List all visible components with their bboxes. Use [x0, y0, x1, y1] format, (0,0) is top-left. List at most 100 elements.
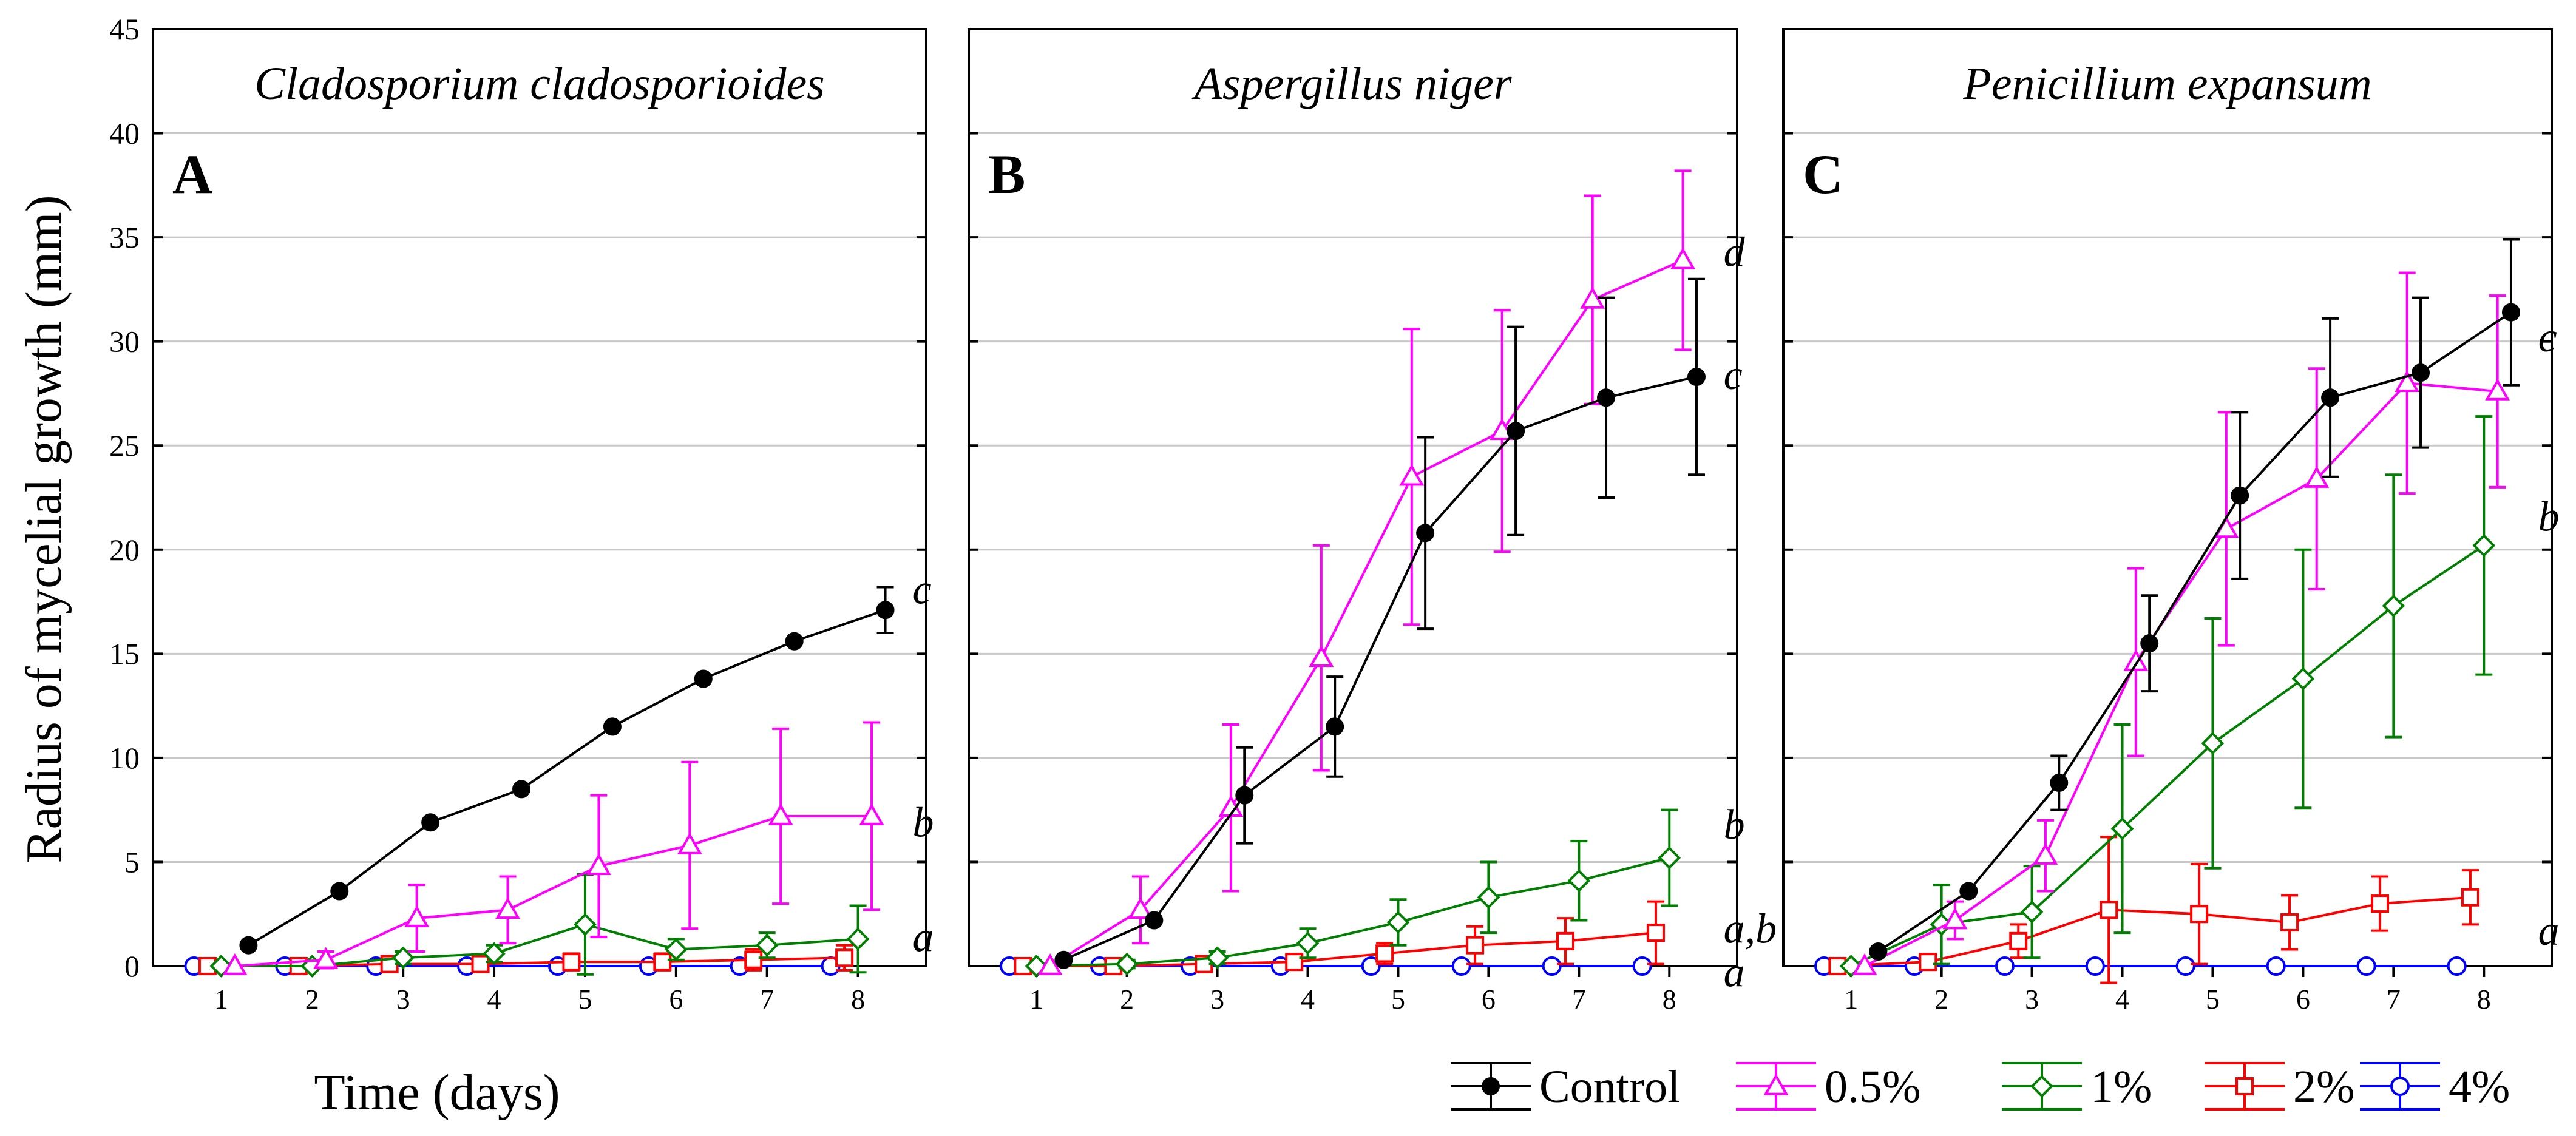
series-line	[1864, 382, 2498, 967]
data-point	[1646, 924, 1665, 942]
data-point	[1658, 846, 1681, 870]
y-tick-label: 10	[109, 741, 140, 775]
data-point	[2382, 594, 2405, 618]
data-point	[586, 853, 611, 876]
data-point	[2231, 486, 2249, 505]
data-point	[1507, 422, 1525, 441]
data-point	[2291, 667, 2315, 691]
legend-item: 1%	[2002, 1061, 2152, 1112]
series-4pct	[1814, 956, 2467, 976]
series-control	[1869, 238, 2520, 961]
data-point	[1054, 950, 1073, 969]
y-tick-label: 45	[109, 12, 140, 46]
legend-marker	[2390, 1077, 2410, 1096]
data-point	[471, 955, 490, 973]
x-tick-label: 5	[578, 984, 592, 1015]
data-point	[1037, 953, 1063, 975]
data-point	[2266, 956, 2286, 976]
y-tick-label: 5	[124, 845, 140, 879]
series-line	[1837, 896, 2471, 967]
data-point	[1128, 897, 1153, 919]
panel-letter: C	[1803, 143, 1843, 205]
y-tick-label: 25	[109, 428, 140, 462]
data-point	[2140, 634, 2159, 653]
significance-label: a	[1724, 950, 1745, 996]
data-point	[313, 947, 339, 969]
significance-label: b	[913, 800, 934, 847]
data-point	[2485, 378, 2510, 401]
significance-label: b	[1724, 802, 1745, 848]
data-point	[1852, 953, 1877, 975]
data-point	[2033, 843, 2058, 865]
data-point	[2201, 732, 2225, 755]
series-line	[1036, 856, 1670, 967]
significance-label: b	[2538, 493, 2560, 540]
legend-label: Control	[1539, 1061, 1680, 1112]
plot-frame	[152, 28, 927, 967]
legend-marker	[2030, 1075, 2053, 1098]
significance-label: c	[913, 566, 932, 613]
x-tick-label: 6	[1482, 984, 1496, 1015]
data-point	[421, 813, 440, 832]
data-point	[859, 803, 884, 825]
data-point	[744, 950, 763, 969]
data-point	[1296, 931, 1320, 955]
data-point	[2110, 817, 2134, 840]
significance-label: a	[913, 914, 934, 961]
data-point	[2020, 900, 2044, 924]
data-point	[653, 953, 672, 972]
data-point	[512, 780, 531, 799]
x-tick-label: 5	[2206, 984, 2220, 1015]
data-point	[1399, 464, 1425, 486]
x-tick-label: 7	[760, 984, 774, 1015]
x-tick-label: 8	[2477, 984, 2491, 1015]
data-point	[1567, 869, 1591, 893]
panel-letter: A	[172, 143, 212, 205]
x-tick-label: 4	[487, 984, 501, 1015]
x-tick-label: 4	[1301, 984, 1315, 1015]
data-point	[1632, 956, 1652, 976]
data-point	[2371, 894, 2390, 913]
y-tick-label: 40	[109, 117, 140, 150]
series-line	[234, 814, 872, 967]
plot-frame	[968, 28, 1738, 967]
data-point	[1115, 952, 1139, 976]
data-point	[562, 953, 581, 972]
x-tick-label: 6	[2296, 984, 2310, 1015]
legend-marker	[1482, 1077, 1500, 1095]
x-tick-label: 4	[2115, 984, 2129, 1015]
data-point	[2175, 956, 2195, 976]
data-point	[1375, 944, 1394, 963]
data-point	[785, 632, 804, 651]
significance-label: d	[1724, 229, 1746, 276]
legend-item: 4%	[2360, 1061, 2510, 1112]
data-point	[755, 933, 779, 957]
data-point	[2461, 888, 2479, 907]
x-tick-label: 5	[1391, 984, 1405, 1015]
x-tick-label: 1	[1029, 984, 1043, 1015]
data-point	[1326, 717, 1344, 736]
legend-marker	[2235, 1077, 2254, 1095]
series-0-5pct	[1852, 271, 2510, 975]
y-tick-label: 20	[109, 533, 140, 567]
panel-B: 1 2 3 4 5 6 7 8 Aspergillus niger Bd c b a,ba	[968, 28, 1777, 1015]
data-point	[1687, 367, 1706, 386]
data-point	[603, 717, 622, 736]
x-tick-label: 6	[669, 984, 683, 1015]
legend-marker	[1763, 1073, 1789, 1095]
data-point	[1205, 946, 1229, 970]
data-point	[876, 601, 895, 620]
panel-title: Cladosporium cladosporioides	[254, 58, 825, 109]
legend-label: 0.5%	[1825, 1061, 1920, 1112]
data-point	[1416, 524, 1435, 543]
data-point	[2085, 956, 2105, 976]
legend-item: 2%	[2205, 1061, 2354, 1112]
data-point	[2447, 956, 2467, 976]
data-point	[222, 953, 248, 975]
data-point	[2123, 649, 2149, 671]
data-point	[1959, 882, 1978, 901]
data-point	[768, 803, 793, 825]
y-tick-label: 30	[109, 325, 140, 359]
